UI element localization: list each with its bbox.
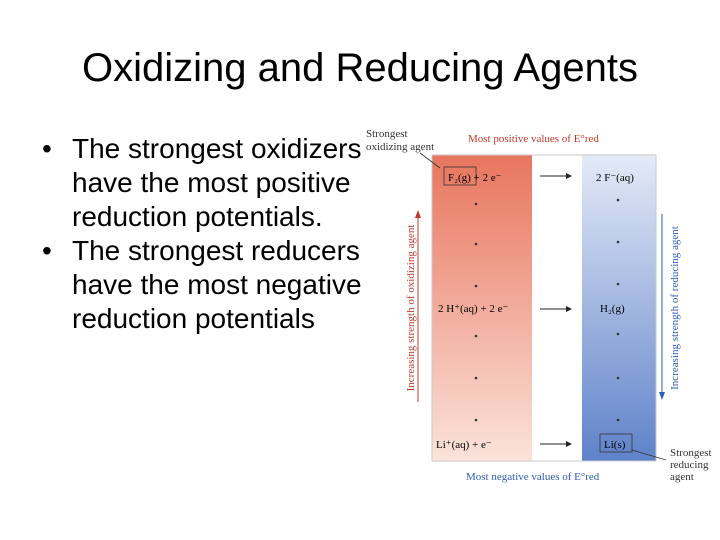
- top-caption: Most positive values of E°red: [468, 133, 599, 145]
- ellipsis-dot: [474, 242, 478, 246]
- bottom-right-label-line1: Strongest: [670, 447, 712, 459]
- row-2-left: 2 H⁺(aq) + 2 e⁻: [438, 303, 509, 315]
- bottom-right-pointer: [631, 449, 667, 461]
- ellipsis-dot: [474, 376, 478, 380]
- right-axis-label: Increasing strength of reducing agent: [669, 226, 681, 390]
- ellipsis-dot: [616, 282, 620, 286]
- row-3-right: Li(s): [604, 439, 626, 451]
- ellipsis-dot: [474, 284, 478, 288]
- top-left-pointer: [419, 152, 441, 169]
- bullet-marker: •: [42, 133, 52, 164]
- ellipsis-dot: [616, 332, 620, 336]
- ellipsis-dot: [616, 376, 620, 380]
- top-left-label-line1: Strongest: [366, 128, 408, 140]
- ellipsis-dot: [474, 418, 478, 422]
- bullet-item: • The strongest reducers have the most n…: [38, 234, 378, 336]
- row-1-right: 2 F⁻(aq): [596, 172, 634, 184]
- bottom-right-label-line3: agent: [670, 471, 694, 483]
- left-axis-label: Increasing strength of oxidizing agent: [405, 225, 417, 392]
- bullet-text: The strongest reducers have the most neg…: [72, 235, 362, 334]
- top-left-label-line2: oxidizing agent: [366, 141, 434, 153]
- bullet-text: The strongest oxidizers have the most po…: [72, 133, 362, 232]
- ellipsis-dot: [616, 198, 620, 202]
- row-3-left: Li⁺(aq) + e⁻: [436, 439, 492, 451]
- row-1-arrowhead: [566, 173, 572, 179]
- ellipsis-dot: [616, 240, 620, 244]
- bullet-marker: •: [42, 235, 52, 266]
- ellipsis-dot: [616, 418, 620, 422]
- left-axis-arrowhead: [415, 210, 421, 218]
- bottom-caption: Most negative values of E°red: [466, 471, 600, 483]
- reducing-agent-column: [582, 155, 656, 461]
- row-3-arrowhead: [566, 441, 572, 447]
- right-axis-arrowhead: [659, 392, 665, 400]
- li-highlight-box: [599, 433, 633, 453]
- ellipsis-dot: [474, 334, 478, 338]
- row-1-left: F₂(g) + 2 e⁻: [448, 172, 502, 184]
- row-2-arrowhead: [566, 306, 572, 312]
- bullet-list: • The strongest oxidizers have the most …: [38, 132, 378, 336]
- bullet-item: • The strongest oxidizers have the most …: [38, 132, 378, 234]
- reduction-potential-figure: Strongest oxidizing agent Most positive …: [366, 128, 712, 483]
- figure-frame: [431, 154, 657, 462]
- oxidizing-agent-column: [432, 155, 532, 461]
- row-2-right: H₂(g): [600, 303, 625, 315]
- slide-title: Oxidizing and Reducing Agents: [82, 46, 638, 90]
- bottom-right-label-line2: reducing: [670, 459, 709, 471]
- f2-highlight-box: [443, 166, 477, 186]
- ellipsis-dot: [474, 202, 478, 206]
- middle-column: [532, 155, 582, 461]
